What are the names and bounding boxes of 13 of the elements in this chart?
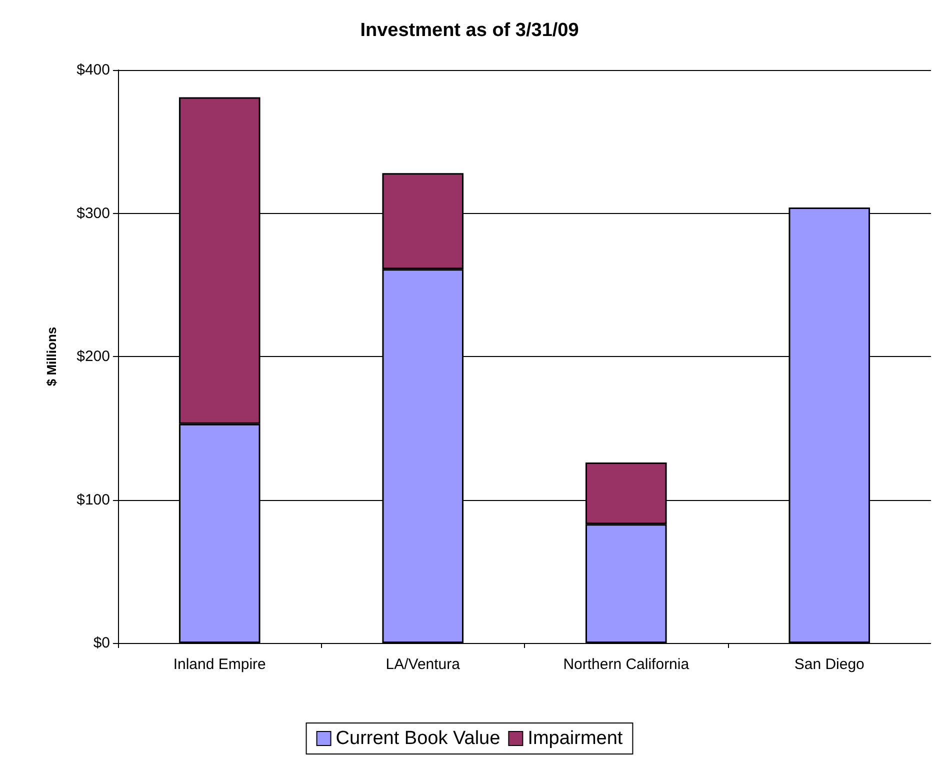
legend-label: Current Book Value [336,728,500,749]
y-axis-title: $ Millions [44,326,59,386]
y-tick-label: $0 [93,634,110,652]
y-tick-label: $200 [76,348,110,365]
y-tick-label: $100 [76,491,110,508]
x-tick-label: San Diego [794,656,864,673]
y-tick-label: $300 [76,204,110,222]
chart-title: Investment as of 3/31/09 [360,20,579,41]
x-tick-label: Northern California [563,656,690,673]
x-tick-label: Inland Empire [173,656,266,673]
y-tick-label: $400 [76,62,110,78]
legend-label: Impairment [528,728,624,749]
x-tick-label: LA/Ventura [386,656,461,673]
